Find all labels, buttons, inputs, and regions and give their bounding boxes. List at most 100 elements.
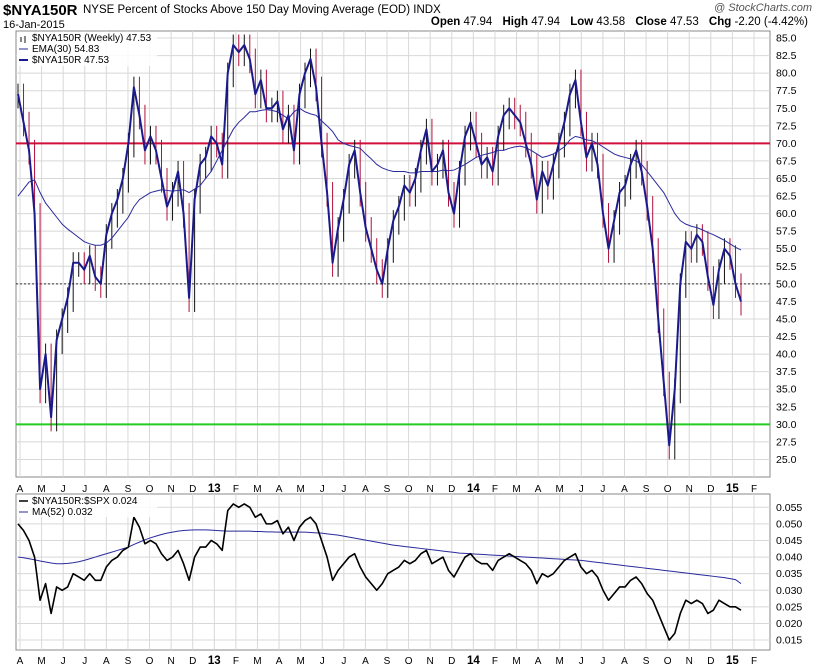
chg-value: -2.20 (-4.42%) <box>734 16 808 28</box>
main-x-tick-label: N <box>686 484 693 495</box>
ratio-x-tick-label: M <box>512 656 520 667</box>
main-x-tick-label: 14 <box>467 483 480 495</box>
high-value: 47.94 <box>531 16 561 28</box>
main-x-tick-label: M <box>512 484 520 495</box>
close-label: Close <box>635 16 667 28</box>
main-x-tick-label: 13 <box>208 483 221 495</box>
main-y-tick-label: 82.5 <box>776 50 797 62</box>
ratio-y-tick-label: 0.050 <box>776 518 802 530</box>
ratio-y-tick-label: 0.015 <box>776 635 802 647</box>
chg-label: Chg <box>708 16 732 28</box>
ratio-x-tick-label: 14 <box>467 655 480 667</box>
legend-ratio: $NYA150R:$SPX 0.024 <box>32 496 138 507</box>
main-y-tick-label: 72.5 <box>776 120 797 132</box>
copyright-watermark: @ StockCharts.com <box>714 2 812 14</box>
ratio-x-tick-label: M <box>253 656 261 667</box>
open-label: Open <box>430 16 461 28</box>
ratio-x-tick-label: 15 <box>726 655 739 667</box>
ratio-x-tick-label: O <box>664 656 672 667</box>
legend-ema30: EMA(30) 54.83 <box>32 44 100 55</box>
main-x-tick-label: S <box>125 484 132 495</box>
ratio-y-tick-label: 0.055 <box>776 502 802 514</box>
main-y-tick-label: 77.5 <box>776 85 797 97</box>
main-x-tick-label: S <box>384 484 391 495</box>
ratio-y-tick-label: 0.045 <box>776 535 802 547</box>
open-value: 47.94 <box>463 16 493 28</box>
main-y-tick-label: 60.0 <box>776 208 797 220</box>
main-x-tick-label: S <box>643 484 650 495</box>
nya150r-price-line <box>17 44 742 447</box>
main-x-tick-label: D <box>707 484 714 495</box>
ratio-y-tick-label: 0.020 <box>776 618 802 630</box>
close-value: 47.53 <box>669 16 699 28</box>
main-y-tick-label: 47.5 <box>776 296 797 308</box>
main-x-tick-label: O <box>664 484 672 495</box>
ratio-x-tick-label: J <box>579 656 584 667</box>
ratio-x-tick-label: M <box>37 656 45 667</box>
low-value: 43.58 <box>596 16 626 28</box>
main-x-tick-label: J <box>320 484 325 495</box>
main-y-tick-label: 40.0 <box>776 349 797 361</box>
main-y-tick-label: 57.5 <box>776 226 797 238</box>
ratio-y-tick-label: 0.040 <box>776 552 802 564</box>
main-x-tick-label: M <box>556 484 564 495</box>
main-x-tick-label: D <box>189 484 196 495</box>
main-x-tick-label: N <box>427 484 434 495</box>
chart-date: 16-Jan-2015 <box>3 19 65 31</box>
chart-symbol: $NYA150R <box>3 2 78 19</box>
main-y-tick-label: 65.0 <box>776 173 797 185</box>
chart-description: NYSE Percent of Stocks Above 150 Day Mov… <box>83 4 441 16</box>
ratio-y-tick-label: 0.025 <box>776 601 802 613</box>
main-y-tick-label: 35.0 <box>776 384 797 396</box>
main-y-tick-label: 75.0 <box>776 103 797 115</box>
main-y-tick-label: 30.0 <box>776 419 797 431</box>
ratio-x-tick-label: A <box>621 656 628 667</box>
ratio-x-tick-label: N <box>427 656 434 667</box>
ratio-x-tick-label: D <box>189 656 196 667</box>
legend-price-weekly: $NYA150R (Weekly) 47.53 <box>32 33 152 44</box>
main-y-tick-label: 70.0 <box>776 138 797 150</box>
ratio-x-tick-label: A <box>362 656 369 667</box>
main-y-tick-label: 50.0 <box>776 278 797 290</box>
ratio-x-tick-label: M <box>296 656 304 667</box>
ratio-x-tick-label: S <box>125 656 132 667</box>
main-x-tick-label: J <box>82 484 87 495</box>
ratio-x-tick-label: A <box>276 656 283 667</box>
main-y-tick-label: 67.5 <box>776 155 797 167</box>
main-y-tick-label: 25.0 <box>776 454 797 466</box>
ratio-x-tick-label: F <box>751 656 757 667</box>
main-y-tick-label: 32.5 <box>776 401 797 413</box>
main-x-tick-label: J <box>579 484 584 495</box>
main-x-tick-label: D <box>448 484 455 495</box>
ratio-y-tick-label: 0.035 <box>776 568 802 580</box>
main-x-tick-label: A <box>276 484 283 495</box>
main-legend-bg <box>17 32 157 66</box>
main-x-tick-label: A <box>103 484 110 495</box>
ratio-panel-frame <box>15 493 771 651</box>
main-x-tick-label: F <box>492 484 498 495</box>
main-y-tick-label: 42.5 <box>776 331 797 343</box>
main-x-tick-label: F <box>233 484 239 495</box>
main-x-tick-label: O <box>146 484 154 495</box>
low-label: Low <box>570 16 594 28</box>
ratio-x-tick-label: J <box>61 656 66 667</box>
ratio-x-tick-label: M <box>556 656 564 667</box>
main-x-tick-label: A <box>535 484 542 495</box>
ratio-x-tick-label: F <box>492 656 498 667</box>
legend-ma52: MA(52) 0.032 <box>32 507 93 518</box>
ratio-x-tick-label: J <box>341 656 346 667</box>
ma52-line <box>17 529 742 585</box>
main-y-tick-label: 55.0 <box>776 243 797 255</box>
main-x-tick-label: J <box>341 484 346 495</box>
ratio-x-tick-label: S <box>643 656 650 667</box>
main-y-tick-label: 52.5 <box>776 261 797 273</box>
ema30-line <box>17 107 742 251</box>
main-x-tick-label: A <box>362 484 369 495</box>
ratio-x-tick-label: A <box>17 656 24 667</box>
main-x-tick-label: M <box>37 484 45 495</box>
exchange-label: INDX <box>413 4 441 16</box>
main-x-tick-label: A <box>17 484 24 495</box>
ratio-x-tick-label: J <box>600 656 605 667</box>
main-y-tick-label: 85.0 <box>776 33 797 45</box>
